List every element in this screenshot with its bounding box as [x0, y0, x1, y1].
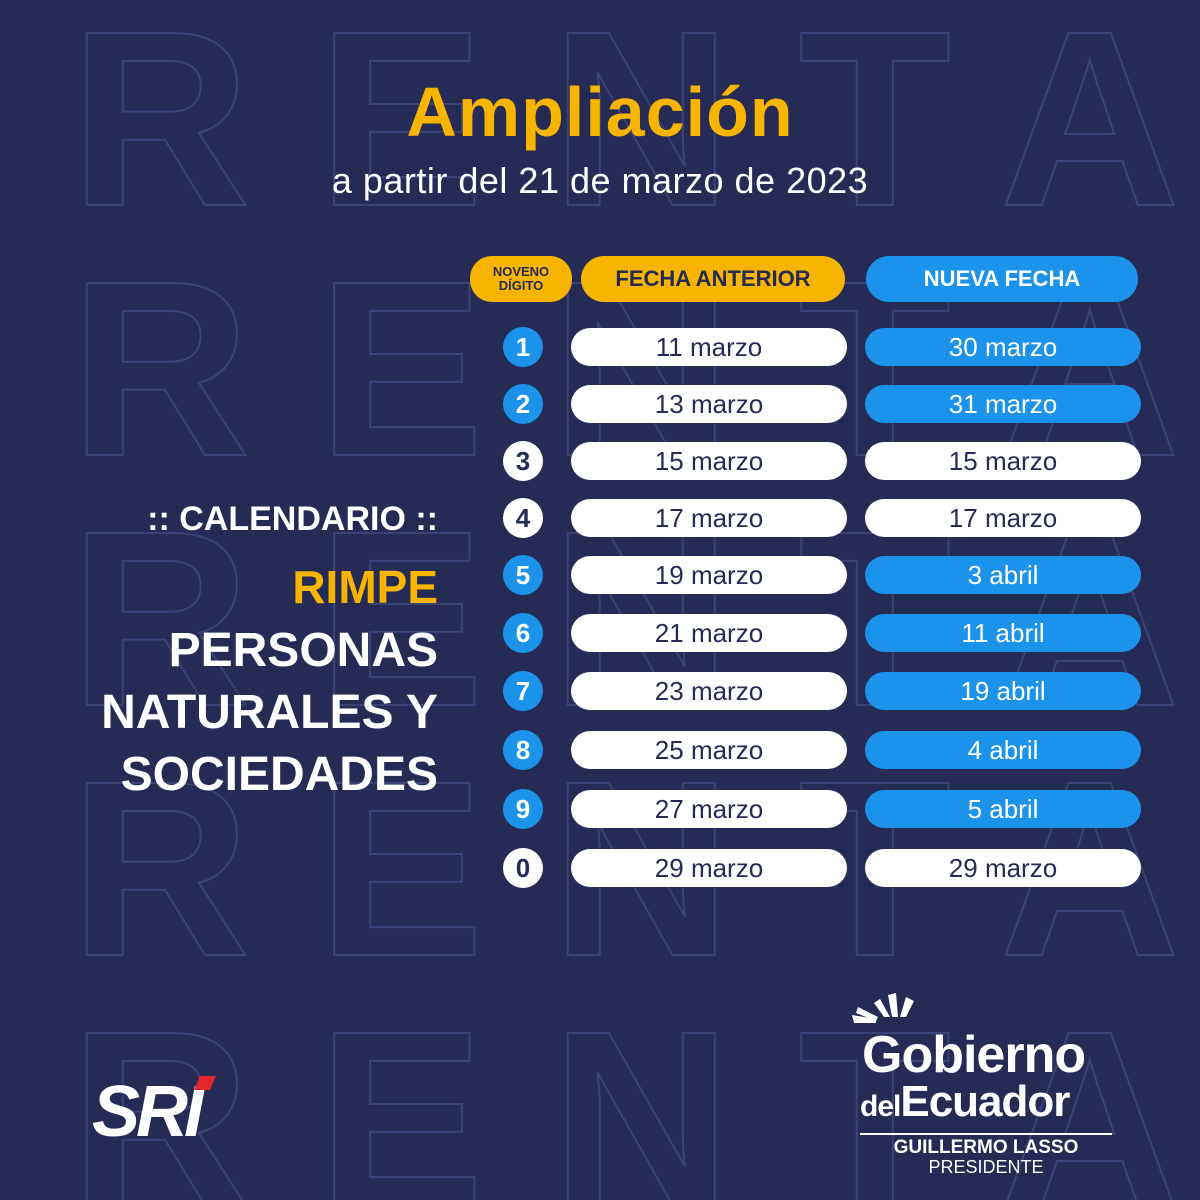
rimpe-label: RIMPE [292, 561, 438, 613]
header-fecha-anterior: FECHA ANTERIOR [581, 256, 845, 302]
digit-badge: 3 [503, 441, 543, 481]
digit-badge: 9 [503, 789, 543, 829]
table-row: 7 23 marzo 19 abril [0, 671, 1200, 711]
header-digit-line2: DÍGITO [498, 278, 544, 293]
header-digit-line1: NOVENO [492, 264, 550, 279]
new-date-cell: 29 marzo [865, 849, 1141, 887]
table-row: 4 17 marzo 17 marzo [0, 498, 1200, 538]
previous-date-cell: 27 marzo [571, 790, 847, 828]
new-date-cell: 4 abril [865, 731, 1141, 769]
new-date-cell: 5 abril [865, 790, 1141, 828]
previous-date-cell: 25 marzo [571, 731, 847, 769]
svg-text:SRI: SRI [92, 1072, 206, 1142]
president-role: PRESIDENTE [928, 1157, 1044, 1177]
previous-date-cell: 29 marzo [571, 849, 847, 887]
header-noveno-digito: NOVENO DÍGITO [470, 256, 572, 302]
new-date-cell: 3 abril [865, 556, 1141, 594]
taxpayer-type-line2: NATURALES Y [101, 686, 438, 739]
gobierno-line2: delEcuador [860, 1077, 1070, 1127]
new-date-cell: 17 marzo [865, 499, 1141, 537]
taxpayer-type-line1: PERSONAS [168, 624, 438, 677]
new-date-cell: 11 abril [865, 614, 1141, 652]
previous-date-cell: 17 marzo [571, 499, 847, 537]
digit-badge: 2 [503, 384, 543, 424]
page-subtitle: a partir del 21 de marzo de 2023 [331, 160, 869, 201]
header-nueva-fecha: NUEVA FECHA [866, 256, 1138, 302]
previous-date-cell: 15 marzo [571, 442, 847, 480]
calendario-label: :: CALENDARIO :: [147, 500, 438, 538]
table-row: 2 13 marzo 31 marzo [0, 384, 1200, 424]
taxpayer-type-line3: SOCIEDADES [120, 748, 438, 801]
digit-badge: 0 [503, 848, 543, 888]
table-row: 9 27 marzo 5 abril [0, 789, 1200, 829]
gobierno-ecuador: Ecuador [900, 1077, 1070, 1126]
previous-date-cell: 11 marzo [571, 328, 847, 366]
sri-logo: SRI [92, 1072, 216, 1142]
previous-date-cell: 13 marzo [571, 385, 847, 423]
president-name: GUILLERMO LASSO [893, 1137, 1079, 1158]
table-row: 3 15 marzo 15 marzo [0, 441, 1200, 481]
gobierno-del: del [860, 1090, 901, 1123]
gobierno-logo: Gobierno delEcuador GUILLERMO LASSO PRES… [846, 985, 1116, 1177]
previous-date-cell: 23 marzo [571, 672, 847, 710]
taxpayer-type: PERSONAS NATURALES Y SOCIEDADES [101, 620, 438, 806]
digit-badge: 4 [503, 498, 543, 538]
table-row: 0 29 marzo 29 marzo [0, 848, 1200, 888]
new-date-cell: 19 abril [865, 672, 1141, 710]
table-row: 8 25 marzo 4 abril [0, 730, 1200, 770]
page-title: Ampliación [406, 73, 794, 151]
gobierno-line1: Gobierno [862, 1026, 1086, 1084]
table-row: 5 19 marzo 3 abril [0, 555, 1200, 595]
sun-rays-icon [852, 993, 914, 1023]
digit-badge: 8 [503, 730, 543, 770]
digit-badge: 5 [503, 555, 543, 595]
new-date-cell: 15 marzo [865, 442, 1141, 480]
table-row: 6 21 marzo 11 abril [0, 613, 1200, 653]
previous-date-cell: 19 marzo [571, 556, 847, 594]
table-row: 1 11 marzo 30 marzo [0, 327, 1200, 367]
digit-badge: 6 [503, 613, 543, 653]
digit-badge: 1 [503, 327, 543, 367]
gobierno-divider [860, 1133, 1112, 1135]
digit-badge: 7 [503, 671, 543, 711]
previous-date-cell: 21 marzo [571, 614, 847, 652]
new-date-cell: 30 marzo [865, 328, 1141, 366]
new-date-cell: 31 marzo [865, 385, 1141, 423]
